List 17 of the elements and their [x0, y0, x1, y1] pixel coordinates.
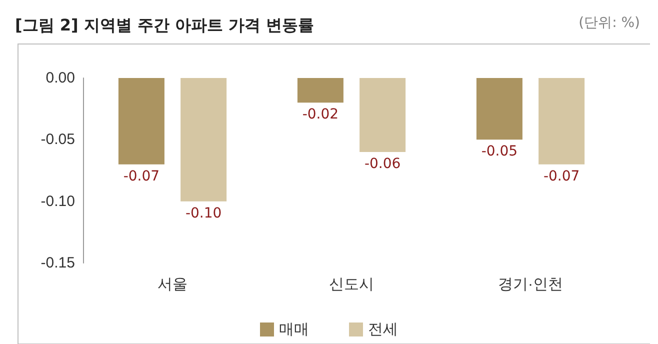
chart-title: [그림 2] 지역별 주간 아파트 가격 변동률: [15, 16, 314, 34]
data-label: -0.07: [123, 168, 160, 184]
y-tick-label: -0.15: [40, 254, 75, 272]
data-label: -0.07: [543, 168, 580, 184]
y-tick-label: 0.00: [46, 70, 75, 86]
data-label: -0.06: [364, 156, 401, 172]
y-tick-label: -0.05: [40, 131, 75, 148]
legend-label: 매매: [279, 321, 309, 338]
x-tick-label: 신도시: [329, 276, 374, 293]
text: (단위: %): [578, 15, 640, 31]
data-label: -0.02: [302, 106, 339, 123]
x-tick-label: 경기·인천: [498, 276, 563, 293]
legend-label: 전세: [368, 321, 398, 338]
data-label: -0.05: [481, 144, 518, 160]
x-tick-label: 서울: [158, 276, 188, 293]
data-label: -0.10: [185, 205, 222, 222]
y-tick-label: -0.10: [40, 192, 75, 210]
